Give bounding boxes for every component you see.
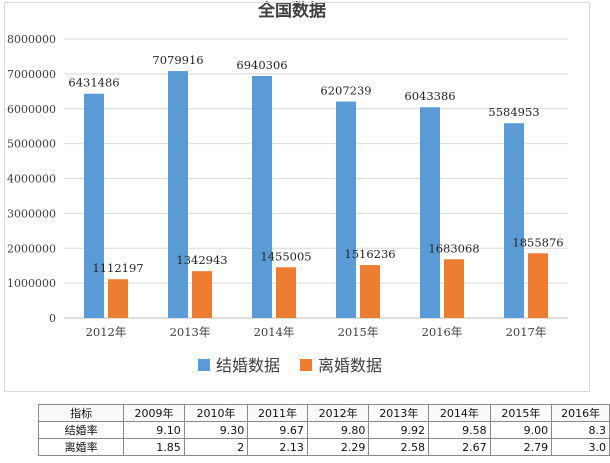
- bar-chart: 全国数据 0 1000000 2000000 3000000 4000000 500000…: [7, 0, 568, 375]
- y-tick-label: 3000000: [7, 207, 56, 220]
- x-tick-label: 2017年: [506, 325, 547, 339]
- y-tick-label: 2000000: [7, 242, 56, 255]
- y-tick-label: 6000000: [7, 103, 56, 116]
- chart-title: 全国数据: [257, 0, 326, 21]
- data-label: 5584953: [488, 105, 539, 119]
- bar-marriage: [336, 101, 356, 318]
- table-header-cell: 2009年: [123, 404, 185, 422]
- table-row-label: 结婚率: [37, 421, 125, 439]
- data-label: 6043386: [404, 89, 455, 103]
- table-cell: 2: [183, 438, 249, 456]
- bar-divorce: [528, 253, 548, 318]
- table-cell: 2.79: [489, 438, 553, 456]
- data-label: 1683068: [428, 241, 479, 255]
- bar-divorce: [192, 271, 212, 318]
- chart-area: 全国数据 0 1000000 2000000 3000000 4000000 500000…: [4, 0, 590, 392]
- x-tick-label: 2013年: [170, 325, 211, 339]
- table-cell: 9.30: [183, 421, 249, 439]
- table-cell: 9.80: [306, 421, 370, 439]
- x-tick-label: 2014年: [254, 325, 295, 339]
- legend-label: 离婚数据: [318, 356, 382, 375]
- data-label: 1112197: [92, 261, 143, 275]
- bar-divorce: [360, 265, 380, 318]
- table-cell: 2.58: [368, 438, 430, 456]
- bar-divorce: [108, 279, 128, 318]
- statistics-table: 指标 2009年 2010年 2011年 2012年 2013年 2014年 2015年 201…: [37, 404, 610, 456]
- y-tick-label: 1000000: [7, 277, 56, 290]
- table-header-cell: 指标: [37, 404, 125, 422]
- x-tick-label: 2015年: [338, 325, 379, 339]
- table-cell: 9.67: [247, 421, 308, 439]
- legend-swatch: [300, 359, 312, 371]
- data-label: 7079916: [152, 53, 203, 67]
- table-cell: 2.13: [247, 438, 308, 456]
- x-tick-label: 2012年: [86, 325, 127, 339]
- y-tick-label: 7000000: [7, 68, 56, 81]
- table-header-cell: 2011年: [247, 404, 308, 422]
- y-tick-label: 0: [49, 312, 56, 325]
- data-label: 1342943: [176, 253, 227, 267]
- data-label: 1455005: [260, 249, 311, 263]
- data-label: 1516236: [344, 247, 395, 261]
- bar-divorce: [276, 267, 296, 318]
- table-header-cell: 2016年: [551, 404, 610, 422]
- bar-marriage: [504, 123, 524, 318]
- table-cell: 2.29: [306, 438, 370, 456]
- y-tick-label: 8000000: [7, 33, 56, 46]
- data-label: 6940306: [236, 58, 287, 72]
- chart-frame: [4, 2, 590, 392]
- bar-marriage: [252, 75, 272, 319]
- table-cell: 9.10: [123, 421, 185, 439]
- table-header-cell: 2013年: [368, 404, 430, 422]
- table-cell: 9.00: [489, 421, 553, 439]
- table-cell: 9.58: [428, 421, 491, 439]
- bar-marriage: [168, 71, 188, 319]
- table-header-cell: 2015年: [489, 404, 553, 422]
- table-header-cell: 2010年: [183, 404, 249, 422]
- x-tick-label: 2016年: [422, 325, 463, 339]
- y-tick-label: 5000000: [7, 138, 56, 151]
- bar-divorce: [444, 259, 464, 318]
- data-label: 6207239: [320, 84, 371, 98]
- data-label: 6431486: [68, 76, 119, 90]
- legend-swatch: [198, 359, 210, 371]
- table-cell: 1.85: [123, 438, 185, 456]
- bar-marriage: [420, 107, 440, 319]
- table-header-cell: 2012年: [306, 404, 370, 422]
- table-cell: 2.67: [428, 438, 491, 456]
- table-cell: 8.3: [551, 421, 610, 439]
- table-row-label: 离婚率: [37, 438, 125, 456]
- table-cell: 3.0: [551, 438, 610, 456]
- table-row: 结婚率 9.10 9.30 9.67 9.80 9.92 9.58 9.00 8.3: [37, 421, 610, 439]
- table-cell: 9.92: [368, 421, 430, 439]
- y-tick-label: 4000000: [7, 173, 56, 186]
- table-header-row: 指标 2009年 2010年 2011年 2012年 2013年 2014年 2015年 201…: [37, 404, 610, 422]
- data-label: 1855876: [512, 235, 563, 249]
- bar-marriage: [84, 93, 104, 318]
- table-header-cell: 2014年: [428, 404, 491, 422]
- legend-label: 结婚数据: [216, 356, 280, 375]
- table-row: 离婚率 1.85 2 2.13 2.29 2.58 2.67 2.79 3.0: [37, 438, 610, 456]
